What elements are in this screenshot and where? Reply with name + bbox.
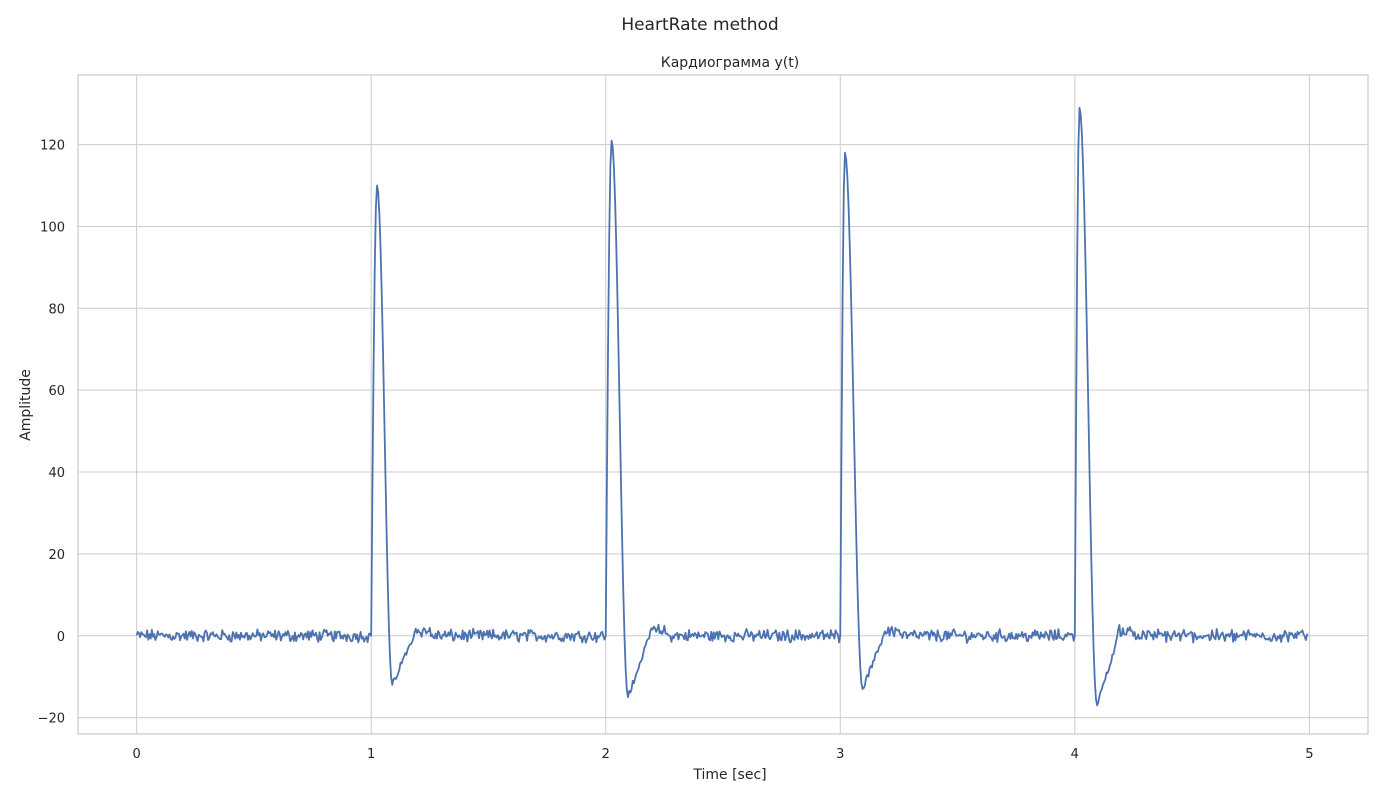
x-tick-label: 3 (836, 747, 844, 762)
y-tick-label: 100 (40, 220, 65, 235)
y-tick-label: 120 (40, 139, 65, 154)
y-tick-label: 60 (48, 384, 65, 399)
x-tick-label: 4 (1071, 747, 1079, 762)
x-tick-label: 0 (132, 747, 140, 762)
y-tick-label: 80 (48, 302, 65, 317)
y-tick-label: 0 (57, 630, 65, 645)
y-tick-label: −20 (38, 712, 65, 727)
x-tick-label: 1 (367, 747, 375, 762)
grid (78, 75, 1368, 734)
series-line-ecg (135, 106, 1309, 707)
chart-suptitle: HeartRate method (621, 15, 778, 35)
y-tick-label: 40 (48, 466, 65, 481)
plot-area (77, 74, 1369, 735)
tick-labels: 0 1 2 3 4 5 −20 0 20 40 60 80 100 120 (38, 139, 1314, 762)
chart-title: Кардиограмма y(t) (661, 55, 799, 71)
x-axis-label: Time [sec] (692, 767, 766, 783)
y-tick-label: 20 (48, 548, 65, 563)
y-axis-label: Amplitude (18, 369, 34, 441)
x-tick-label: 5 (1305, 747, 1313, 762)
x-tick-label: 2 (602, 747, 610, 762)
